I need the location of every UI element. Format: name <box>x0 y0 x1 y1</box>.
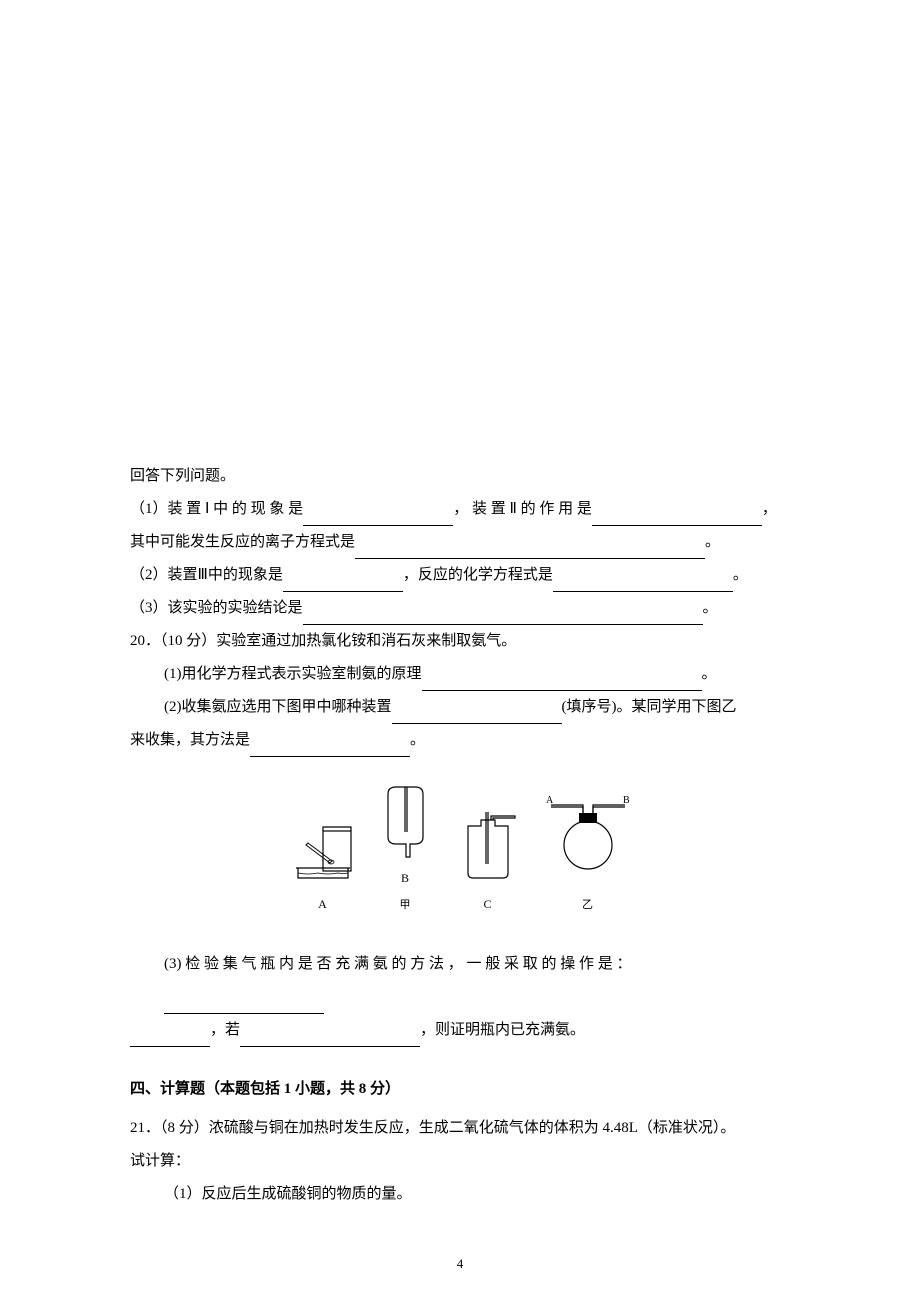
blank <box>240 1029 420 1047</box>
blank <box>392 706 562 724</box>
blank <box>422 673 702 691</box>
q20-p5-b: ，若 <box>210 1022 240 1038</box>
q19-p4-c: 。 <box>703 600 718 616</box>
blank <box>355 541 705 559</box>
apparatus-yi: A B 乙 <box>543 795 633 917</box>
blank <box>250 739 410 757</box>
q19-p1-b: ， 装 置 Ⅱ 的 作 用 是 <box>453 501 592 517</box>
q19-p4-a: （3）该实验的实验结论是 <box>130 600 303 616</box>
svg-text:A: A <box>546 795 554 806</box>
label-yi: 乙 <box>582 893 593 917</box>
label-C: C <box>483 891 491 917</box>
q20-part3-line2: ，若 ，则证明瓶内已充满氨。 <box>130 1014 790 1047</box>
intro-line: 回答下列问题。 <box>130 460 790 493</box>
q20-part1: (1)用化学方程式表示实验室制氨的原理 。 <box>130 658 790 691</box>
apparatus-A: A <box>288 823 358 917</box>
q19-p3-a: （2）装置Ⅲ中的现象是 <box>130 567 283 583</box>
q20-p2-a: (2)收集氨应选用下图甲中哪种装置 <box>164 699 392 715</box>
q19-part1-line2: 其中可能发生反应的离子方程式是 。 <box>130 526 790 559</box>
blank <box>283 574 403 592</box>
q20-part2: (2)收集氨应选用下图甲中哪种装置 (填序号)。某同学用下图乙 <box>130 691 790 724</box>
apparatus-C: C <box>453 808 523 917</box>
apparatus-a-icon <box>288 823 358 888</box>
q20-p4-a: (3) 检 验 集 气 瓶 内 是 否 充 满 氨 的 方 法 ， 一 般 采 … <box>164 956 632 972</box>
q19-part1: （1）装 置 Ⅰ 中 的 现 象 是 ， 装 置 Ⅱ 的 作 用 是 ， <box>130 493 790 526</box>
q20-p1-c: 。 <box>702 666 717 682</box>
q20-p3-c: 。 <box>410 732 425 748</box>
apparatus-c-icon <box>453 808 523 888</box>
label-jia: 甲 <box>400 893 411 917</box>
q19-p1-c: ， <box>762 501 777 517</box>
blank <box>303 508 453 526</box>
page-number: 4 <box>457 1256 464 1272</box>
blank <box>592 508 762 526</box>
q21-header: 21．（8 分）浓硫酸与铜在加热时发生反应，生成二氧化硫气体的体积为 4.48L… <box>130 1112 790 1145</box>
document-content: 回答下列问题。 （1）装 置 Ⅰ 中 的 现 象 是 ， 装 置 Ⅱ 的 作 用 … <box>130 460 790 1211</box>
q20-p3-a: 来收集，其方法是 <box>130 732 250 748</box>
q19-p3-c: 。 <box>733 567 748 583</box>
blank <box>164 996 324 1014</box>
q20-p1-a: (1)用化学方程式表示实验室制氨的原理 <box>164 666 422 682</box>
apparatus-yi-icon: A B <box>543 795 633 875</box>
label-A: A <box>318 891 327 917</box>
q19-p3-b: ，反应的化学方程式是 <box>403 567 553 583</box>
apparatus-B: B 甲 <box>378 782 433 918</box>
apparatus-b-icon <box>378 782 433 862</box>
q20-part2-line2: 来收集，其方法是 。 <box>130 724 790 757</box>
q19-p2-c: 。 <box>705 534 720 550</box>
blank <box>303 607 703 625</box>
q19-p1-a: （1）装 置 Ⅰ 中 的 现 象 是 <box>130 501 303 517</box>
blank <box>130 1029 210 1047</box>
q20-p5-c: ，则证明瓶内已充满氨。 <box>420 1022 585 1038</box>
q20-part3: (3) 检 验 集 气 瓶 内 是 否 充 满 氨 的 方 法 ， 一 般 采 … <box>130 948 790 1014</box>
svg-text:B: B <box>623 795 630 806</box>
q21-part1: （1）反应后生成硫酸铜的物质的量。 <box>130 1178 790 1211</box>
section4-title: 四、计算题（本题包括 1 小题，共 8 分） <box>130 1073 790 1106</box>
q19-part2: （2）装置Ⅲ中的现象是 ，反应的化学方程式是 。 <box>130 559 790 592</box>
q20-header: 20．（10 分）实验室通过加热氯化铵和消石灰来制取氨气。 <box>130 625 790 658</box>
q21-intro: 试计算： <box>130 1145 790 1178</box>
label-B: B <box>401 865 409 891</box>
q19-part3: （3）该实验的实验结论是 。 <box>130 592 790 625</box>
q19-p2-a: 其中可能发生反应的离子方程式是 <box>130 534 355 550</box>
q20-p2-b: (填序号)。某同学用下图乙 <box>562 699 737 715</box>
blank <box>553 574 733 592</box>
apparatus-figure: A B 甲 C <box>130 782 790 918</box>
